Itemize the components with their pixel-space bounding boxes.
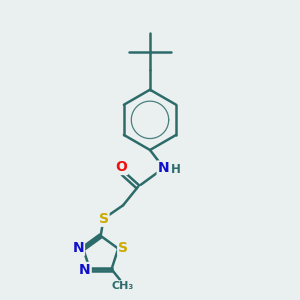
Text: N: N: [158, 161, 169, 176]
Text: N: N: [79, 263, 91, 277]
Text: N: N: [72, 241, 84, 255]
Text: S: S: [98, 212, 109, 226]
Text: CH₃: CH₃: [112, 281, 134, 291]
Text: H: H: [171, 163, 181, 176]
Text: S: S: [118, 241, 128, 255]
Text: O: O: [115, 160, 127, 174]
